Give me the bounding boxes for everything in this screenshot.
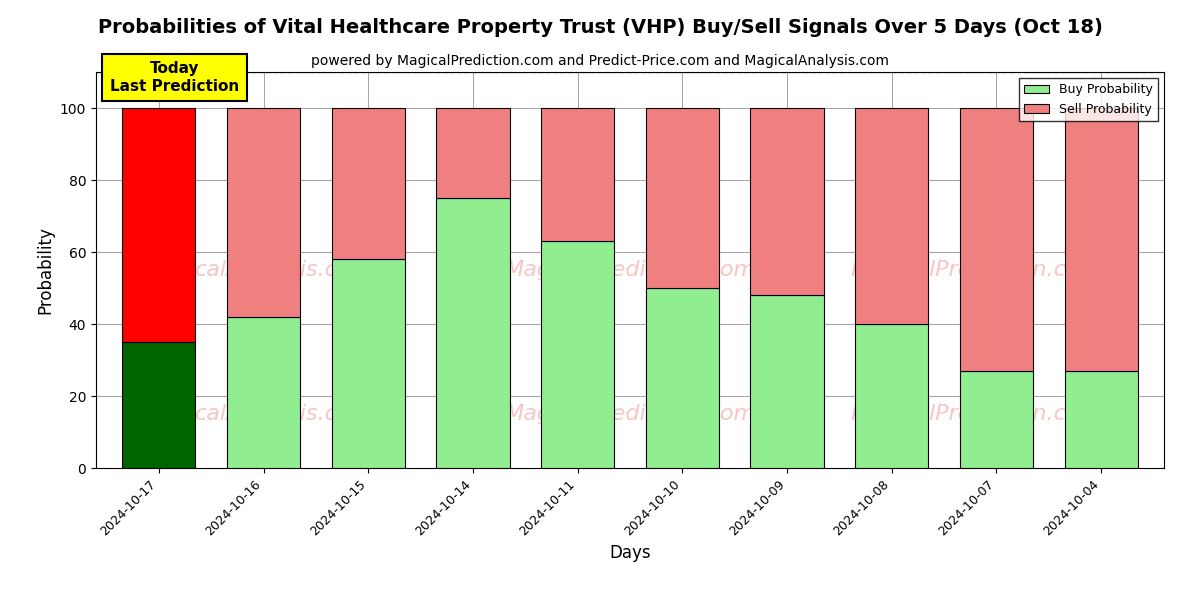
Bar: [331, 259, 404, 468]
Text: calAnalysis.com: calAnalysis.com: [196, 260, 373, 280]
Y-axis label: Probability: Probability: [36, 226, 54, 314]
Bar: [331, 108, 404, 259]
Bar: [646, 288, 719, 468]
Bar: [1064, 371, 1138, 468]
Bar: [437, 108, 510, 198]
Bar: [122, 108, 196, 342]
Text: powered by MagicalPrediction.com and Predict-Price.com and MagicalAnalysis.com: powered by MagicalPrediction.com and Pre…: [311, 54, 889, 68]
Bar: [750, 108, 823, 295]
Bar: [960, 108, 1033, 371]
Text: calAnalysis.com: calAnalysis.com: [196, 404, 373, 424]
Text: Today
Last Prediction: Today Last Prediction: [110, 61, 239, 94]
Text: MagicalPrediction.com: MagicalPrediction.com: [850, 260, 1102, 280]
Bar: [1064, 108, 1138, 371]
Bar: [541, 241, 614, 468]
Bar: [750, 295, 823, 468]
Text: MagicalPrediction.com: MagicalPrediction.com: [504, 404, 756, 424]
Bar: [960, 371, 1033, 468]
Legend: Buy Probability, Sell Probability: Buy Probability, Sell Probability: [1019, 78, 1158, 121]
Text: MagicalPrediction.com: MagicalPrediction.com: [850, 404, 1102, 424]
Bar: [646, 108, 719, 288]
Text: Probabilities of Vital Healthcare Property Trust (VHP) Buy/Sell Signals Over 5 D: Probabilities of Vital Healthcare Proper…: [97, 18, 1103, 37]
Bar: [122, 342, 196, 468]
Bar: [227, 108, 300, 317]
Bar: [227, 317, 300, 468]
Bar: [856, 108, 929, 324]
Text: MagicalPrediction.com: MagicalPrediction.com: [504, 260, 756, 280]
X-axis label: Days: Days: [610, 544, 650, 562]
Bar: [437, 198, 510, 468]
Bar: [856, 324, 929, 468]
Bar: [541, 108, 614, 241]
